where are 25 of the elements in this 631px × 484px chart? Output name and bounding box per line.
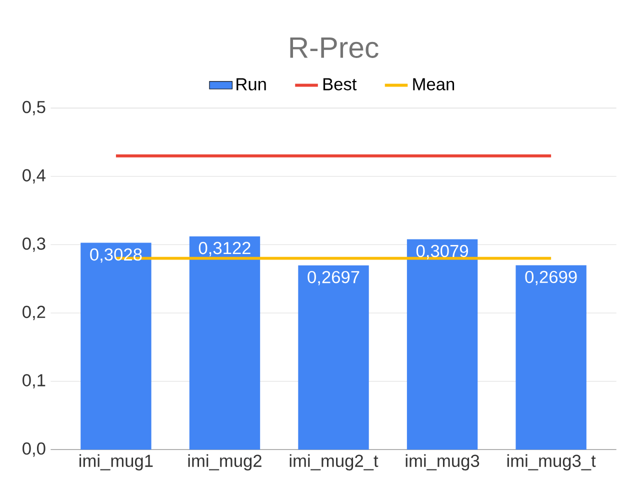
- legend-label: Run: [236, 78, 266, 90]
- bar: [298, 265, 369, 450]
- bar: [80, 242, 152, 450]
- y-tick-label: 0,1: [22, 374, 46, 388]
- y-tick-label: 0,0: [22, 442, 46, 457]
- legend-label: Mean: [413, 78, 454, 90]
- bar: [406, 239, 478, 450]
- data-label: 0,3028: [90, 248, 142, 263]
- x-tick-label: imi_mug1: [80, 454, 153, 470]
- chart-title: R-Prec: [290, 37, 378, 58]
- data-label: 0,2697: [308, 270, 360, 286]
- y-tick-label: 0,2: [22, 306, 46, 320]
- bar: [516, 265, 586, 450]
- data-label: 0,2699: [525, 270, 577, 286]
- bar: [189, 236, 260, 450]
- x-tick-label: imi_mug3: [406, 454, 480, 470]
- x-tick-label: imi_mug2_t: [290, 454, 378, 470]
- data-label: 0,3122: [198, 242, 250, 256]
- data-label: 0,3079: [416, 244, 468, 260]
- legend-label: Best: [323, 78, 357, 90]
- y-tick-label: 0,4: [22, 169, 46, 184]
- x-tick-label: imi_mug3_t: [507, 454, 596, 470]
- x-tick-label: imi_mug2: [188, 454, 262, 470]
- y-tick-label: 0,3: [22, 237, 46, 252]
- y-tick-label: 0,5: [22, 100, 46, 116]
